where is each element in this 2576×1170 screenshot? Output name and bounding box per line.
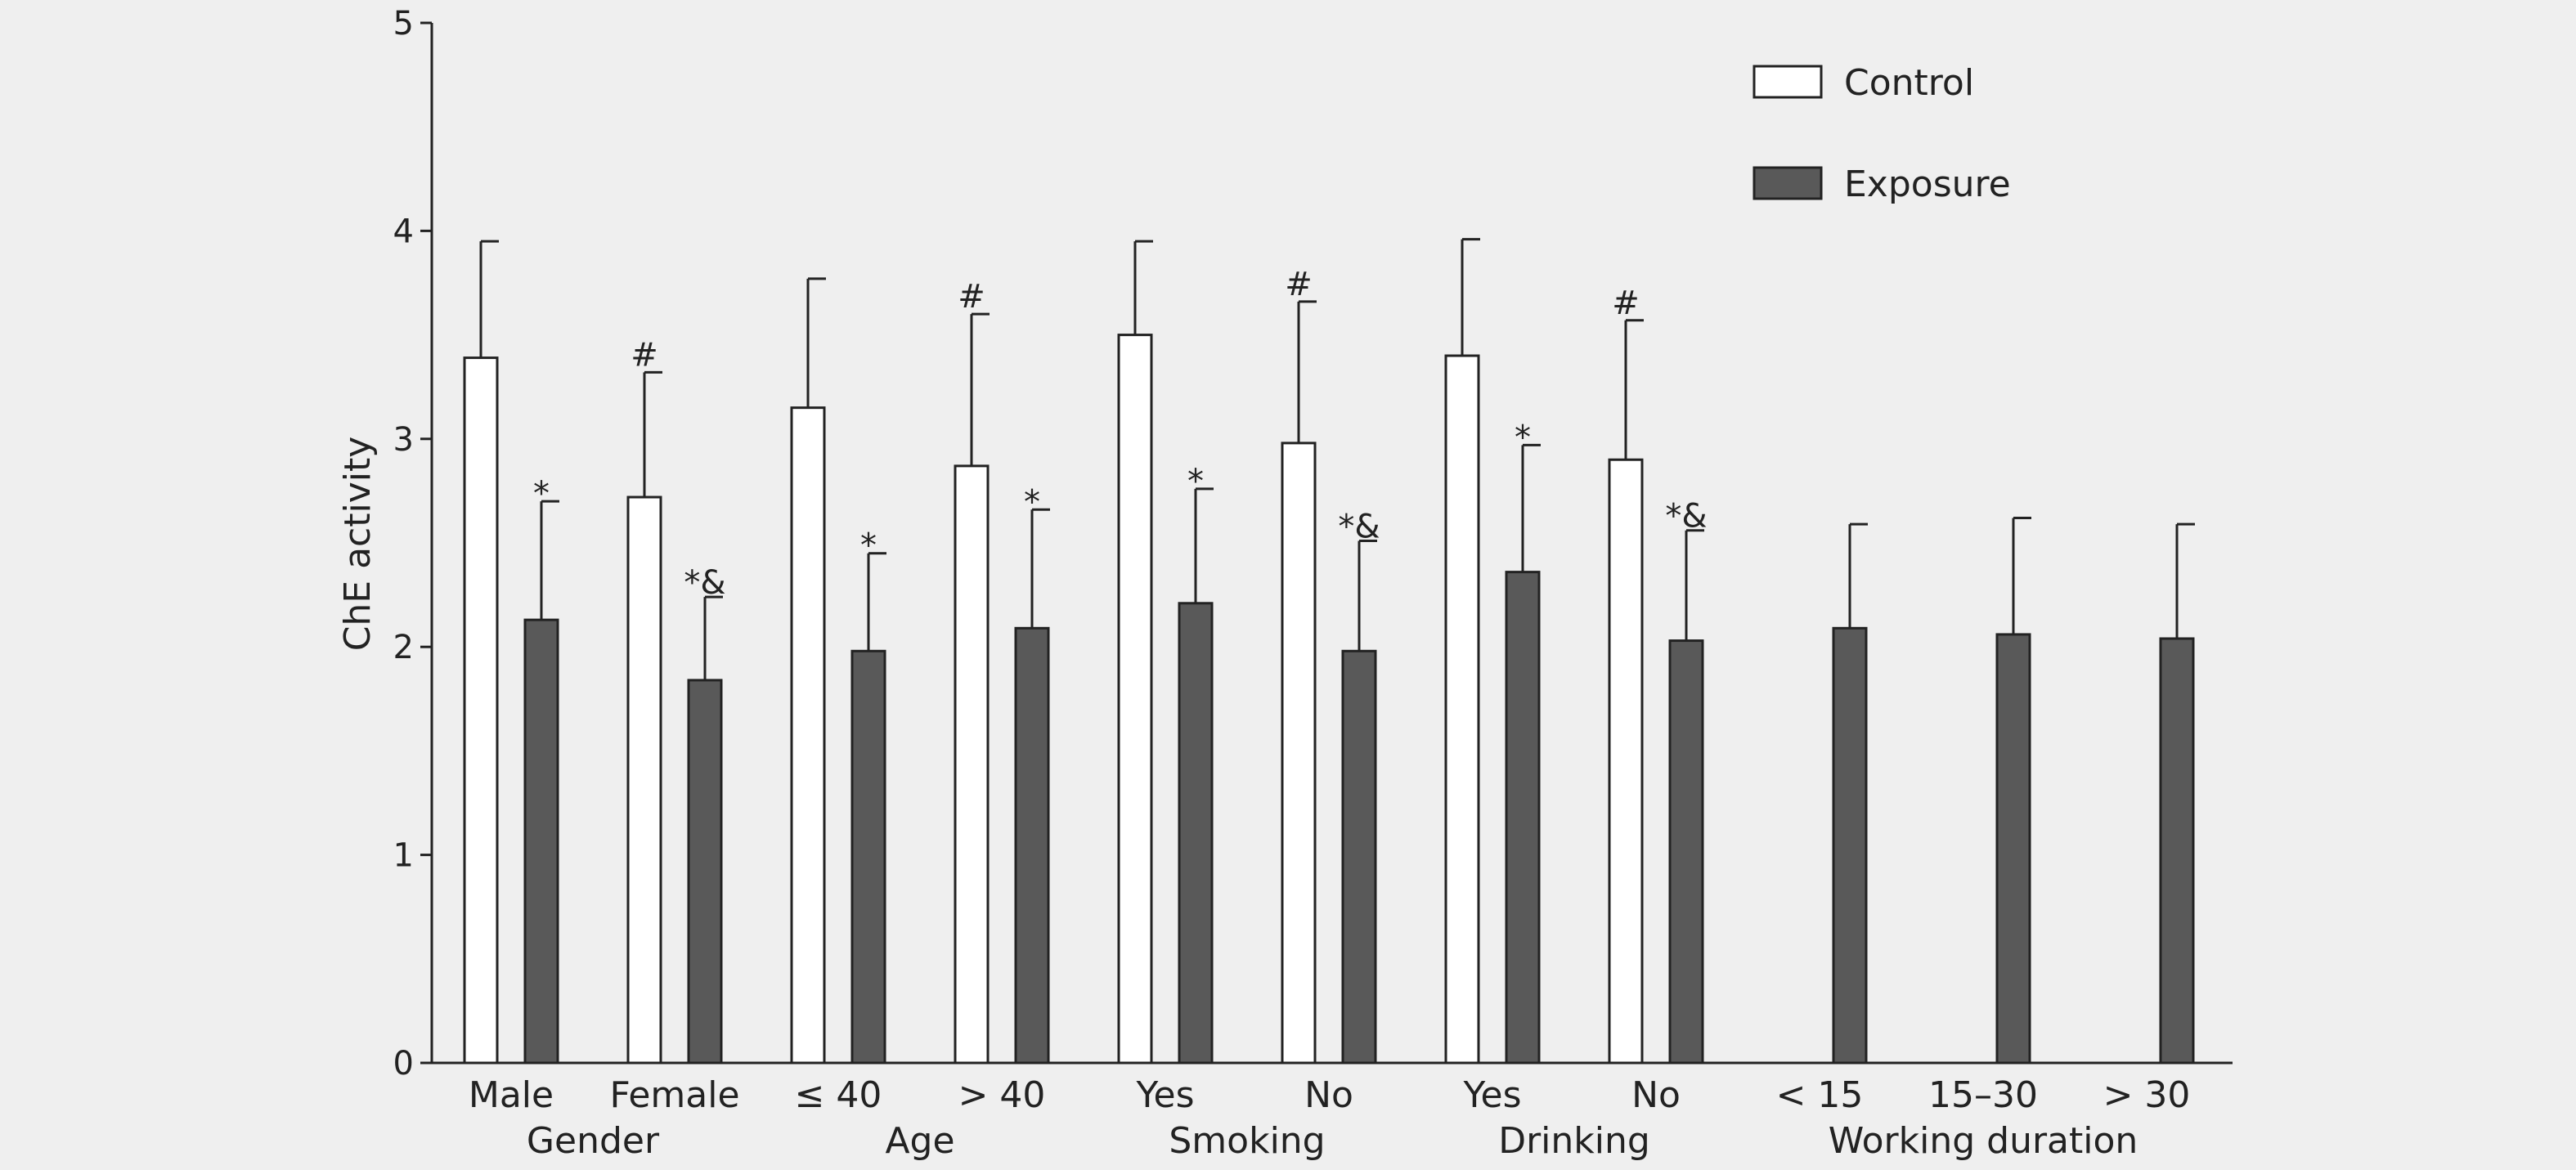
category-label: Female bbox=[609, 1074, 739, 1116]
group-label: Age bbox=[885, 1120, 954, 1162]
exposure-bar bbox=[2159, 637, 2195, 1065]
significance-mark: * bbox=[1024, 483, 1040, 521]
control-bar bbox=[626, 495, 662, 1065]
significance-mark: *& bbox=[684, 564, 725, 602]
control-bar bbox=[1444, 354, 1480, 1065]
y-axis-title: ChE activity bbox=[337, 437, 379, 652]
category-label: 15–30 bbox=[1928, 1074, 2038, 1116]
group-label: Working duration bbox=[1829, 1120, 2138, 1162]
significance-mark: * bbox=[533, 475, 550, 513]
category-label: Yes bbox=[1462, 1074, 1521, 1116]
y-tick-label: 0 bbox=[393, 1045, 414, 1083]
exposure-bar bbox=[687, 679, 723, 1065]
exposure-bar bbox=[1995, 633, 2031, 1065]
exposure-bar bbox=[523, 618, 559, 1065]
significance-mark: * bbox=[1515, 419, 1531, 456]
legend-label-control: Control bbox=[1844, 62, 1974, 104]
control-bar bbox=[1281, 442, 1317, 1065]
significance-mark: * bbox=[1187, 463, 1204, 500]
group-label: Gender bbox=[527, 1120, 660, 1162]
significance-mark: # bbox=[1285, 266, 1313, 303]
control-bar bbox=[790, 406, 826, 1065]
exposure-bar bbox=[850, 649, 886, 1065]
group-label: Smoking bbox=[1169, 1120, 1325, 1162]
category-label: > 40 bbox=[958, 1074, 1046, 1116]
legend: Control Exposure bbox=[1752, 62, 2011, 205]
significance-mark: # bbox=[958, 278, 985, 316]
significance-mark: *& bbox=[1665, 498, 1707, 536]
exposure-bar bbox=[1178, 602, 1214, 1065]
exposure-bar bbox=[1014, 626, 1050, 1065]
y-tick-label: 5 bbox=[393, 5, 414, 43]
significance-mark: # bbox=[631, 336, 658, 374]
control-bar bbox=[1608, 458, 1644, 1065]
category-label: ≤ 40 bbox=[795, 1074, 882, 1116]
control-bar bbox=[463, 356, 499, 1065]
legend-swatch-control bbox=[1752, 65, 1823, 99]
control-bar bbox=[954, 464, 990, 1065]
legend-swatch-exposure bbox=[1752, 166, 1823, 200]
significance-mark: *& bbox=[1338, 508, 1380, 545]
y-tick-label: 2 bbox=[393, 629, 414, 666]
y-tick-label: 4 bbox=[393, 213, 414, 250]
category-label: Male bbox=[469, 1074, 554, 1116]
group-label: Drinking bbox=[1498, 1120, 1650, 1162]
category-label: < 15 bbox=[1776, 1074, 1864, 1116]
y-tick-label: 1 bbox=[393, 837, 414, 875]
significance-mark: # bbox=[1612, 285, 1640, 322]
plot-area: 0 1 2 3 4 5 Male Female ≤ 40 > 40 Yes No Yes No < 15 15… bbox=[393, 5, 2233, 1162]
exposure-bar bbox=[1505, 571, 1541, 1065]
exposure-bar bbox=[1341, 649, 1377, 1065]
exposure-bar bbox=[1668, 639, 1704, 1065]
legend-label-exposure: Exposure bbox=[1844, 164, 2011, 205]
category-label: No bbox=[1631, 1074, 1681, 1116]
category-label: No bbox=[1304, 1074, 1353, 1116]
y-tick-label: 3 bbox=[393, 421, 414, 459]
control-bar bbox=[1117, 334, 1153, 1065]
category-label: Yes bbox=[1135, 1074, 1194, 1116]
category-label: > 30 bbox=[2103, 1074, 2191, 1116]
significance-mark: * bbox=[860, 527, 877, 565]
exposure-bar bbox=[1832, 626, 1868, 1065]
